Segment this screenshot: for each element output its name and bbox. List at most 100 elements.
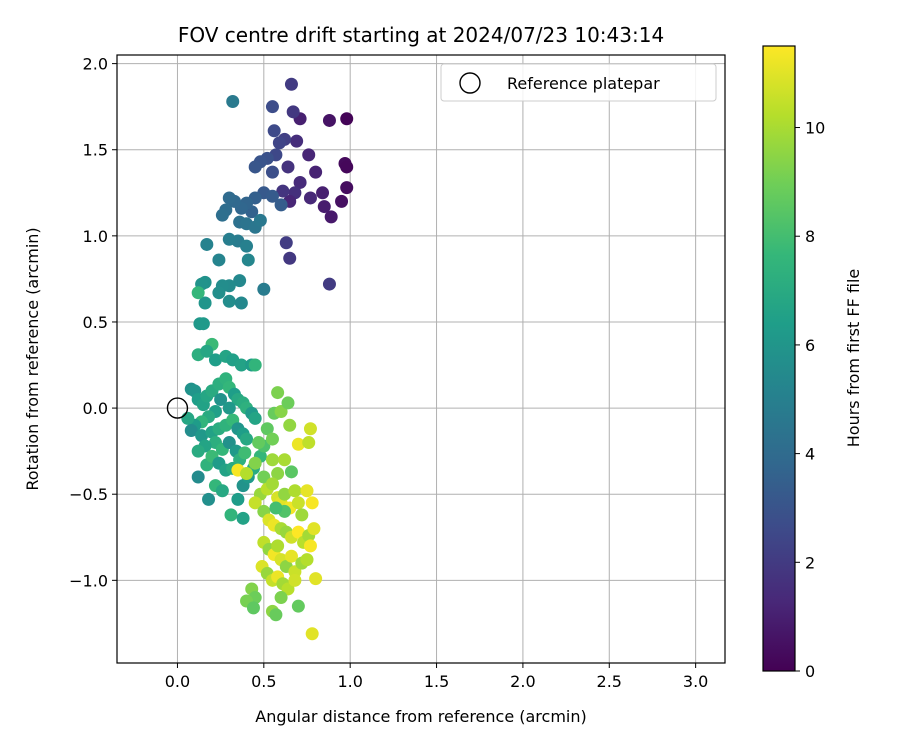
scatter-point: [257, 282, 271, 296]
x-axis-label: Angular distance from reference (arcmin): [255, 707, 586, 726]
scatter-point: [274, 198, 288, 212]
reference-platepar-marker: [166, 397, 189, 419]
scatter-point: [291, 437, 305, 451]
scatter-points: [181, 77, 354, 641]
scatter-point: [283, 251, 297, 265]
x-tick-label: 1.5: [424, 672, 449, 691]
scatter-point: [271, 386, 285, 400]
plot-frame: [116, 54, 726, 664]
legend-entry-reference-platepar: Reference platepar: [507, 74, 660, 93]
colorbar-label: Hours from first FF file: [844, 269, 863, 448]
scatter-point: [215, 484, 229, 498]
scatter-point: [200, 237, 214, 251]
scatter-point: [238, 446, 252, 460]
scatter-point: [291, 599, 305, 613]
scatter-point: [276, 184, 290, 198]
scatter-point: [295, 508, 309, 522]
x-tick-label: 1.0: [337, 672, 362, 691]
scatter-point: [309, 165, 323, 179]
x-tick-label: 2.5: [597, 672, 622, 691]
scatter-point: [215, 208, 229, 222]
scatter-point: [196, 317, 210, 331]
scatter-point: [191, 470, 205, 484]
scatter-point: [191, 286, 205, 300]
scatter-point: [248, 456, 262, 470]
scatter-point: [260, 422, 274, 436]
scatter-point: [222, 232, 236, 246]
scatter-point: [307, 522, 321, 536]
scatter-point: [284, 549, 298, 563]
scatter-point: [208, 353, 222, 367]
scatter-point: [340, 160, 354, 174]
scatter-point: [305, 627, 319, 641]
scatter-point: [265, 477, 279, 491]
scatter-point: [257, 470, 271, 484]
scatter-point: [281, 396, 295, 410]
y-tick-label: 0.0: [83, 399, 108, 418]
scatter-point: [274, 591, 288, 605]
scatter-point: [265, 165, 279, 179]
scatter-point: [191, 444, 205, 458]
reference-marker-group: [166, 397, 189, 419]
y-tick-label: −0.5: [69, 485, 108, 504]
scatter-point: [222, 191, 236, 205]
scatter-point: [269, 608, 283, 622]
legend: Reference platepar: [440, 63, 717, 102]
colorbar-tick-label: 8: [805, 227, 815, 246]
scatter-point: [248, 496, 262, 510]
scatter-point: [335, 194, 349, 208]
scatter-point: [214, 392, 228, 406]
colorbar-tick-label: 4: [805, 445, 815, 464]
scatter-point: [240, 467, 254, 481]
scatter-point: [279, 236, 293, 250]
colorbar-tick-label: 6: [805, 336, 815, 355]
scatter-point: [212, 253, 226, 267]
grid-lines: [117, 55, 725, 663]
scatter-point: [288, 484, 302, 498]
scatter-point: [272, 136, 286, 150]
y-axis-ticks: −1.0 −0.5 0.0 0.5 1.0 1.5 2.0: [69, 55, 117, 590]
scatter-point: [200, 344, 214, 358]
y-tick-label: 2.0: [83, 55, 108, 74]
colorbar-tick-label: 0: [805, 662, 815, 681]
scatter-point: [181, 411, 195, 425]
scatter-point: [283, 418, 297, 432]
y-tick-label: −1.0: [69, 571, 108, 590]
scatter-point: [202, 492, 216, 506]
scatter-point: [284, 77, 298, 91]
x-tick-label: 2.0: [510, 672, 535, 691]
scatter-point: [291, 525, 305, 539]
y-tick-label: 0.5: [83, 313, 108, 332]
colorbar-tick-label: 10: [805, 119, 825, 138]
scatter-point: [212, 286, 226, 300]
scatter-point: [309, 572, 323, 586]
scatter-point: [236, 511, 250, 525]
scatter-point: [195, 429, 209, 443]
chart-title: FOV centre drift starting at 2024/07/23 …: [178, 23, 664, 47]
x-tick-label: 0.5: [251, 672, 276, 691]
scatter-point: [269, 501, 283, 515]
scatter-point: [302, 436, 316, 450]
scatter-point: [286, 105, 300, 119]
scatter-point: [234, 296, 248, 310]
colorbar-gradient: [762, 45, 796, 672]
scatter-point: [340, 112, 354, 126]
scatter-point: [303, 191, 317, 205]
scatter-point: [248, 160, 262, 174]
y-tick-label: 1.5: [83, 141, 108, 160]
scatter-point: [271, 467, 285, 481]
scatter-point: [265, 453, 279, 467]
scatter-point: [271, 539, 285, 553]
scatter-point: [293, 175, 307, 189]
scatter-point: [317, 200, 331, 214]
scatter-point: [253, 213, 267, 227]
scatter-point: [284, 465, 298, 479]
scatter-point: [248, 411, 262, 425]
scatter-point: [222, 401, 236, 415]
scatter-point: [324, 210, 338, 224]
scatter-point: [316, 186, 330, 200]
scatter-point: [290, 134, 304, 148]
x-tick-label: 0.0: [165, 672, 190, 691]
